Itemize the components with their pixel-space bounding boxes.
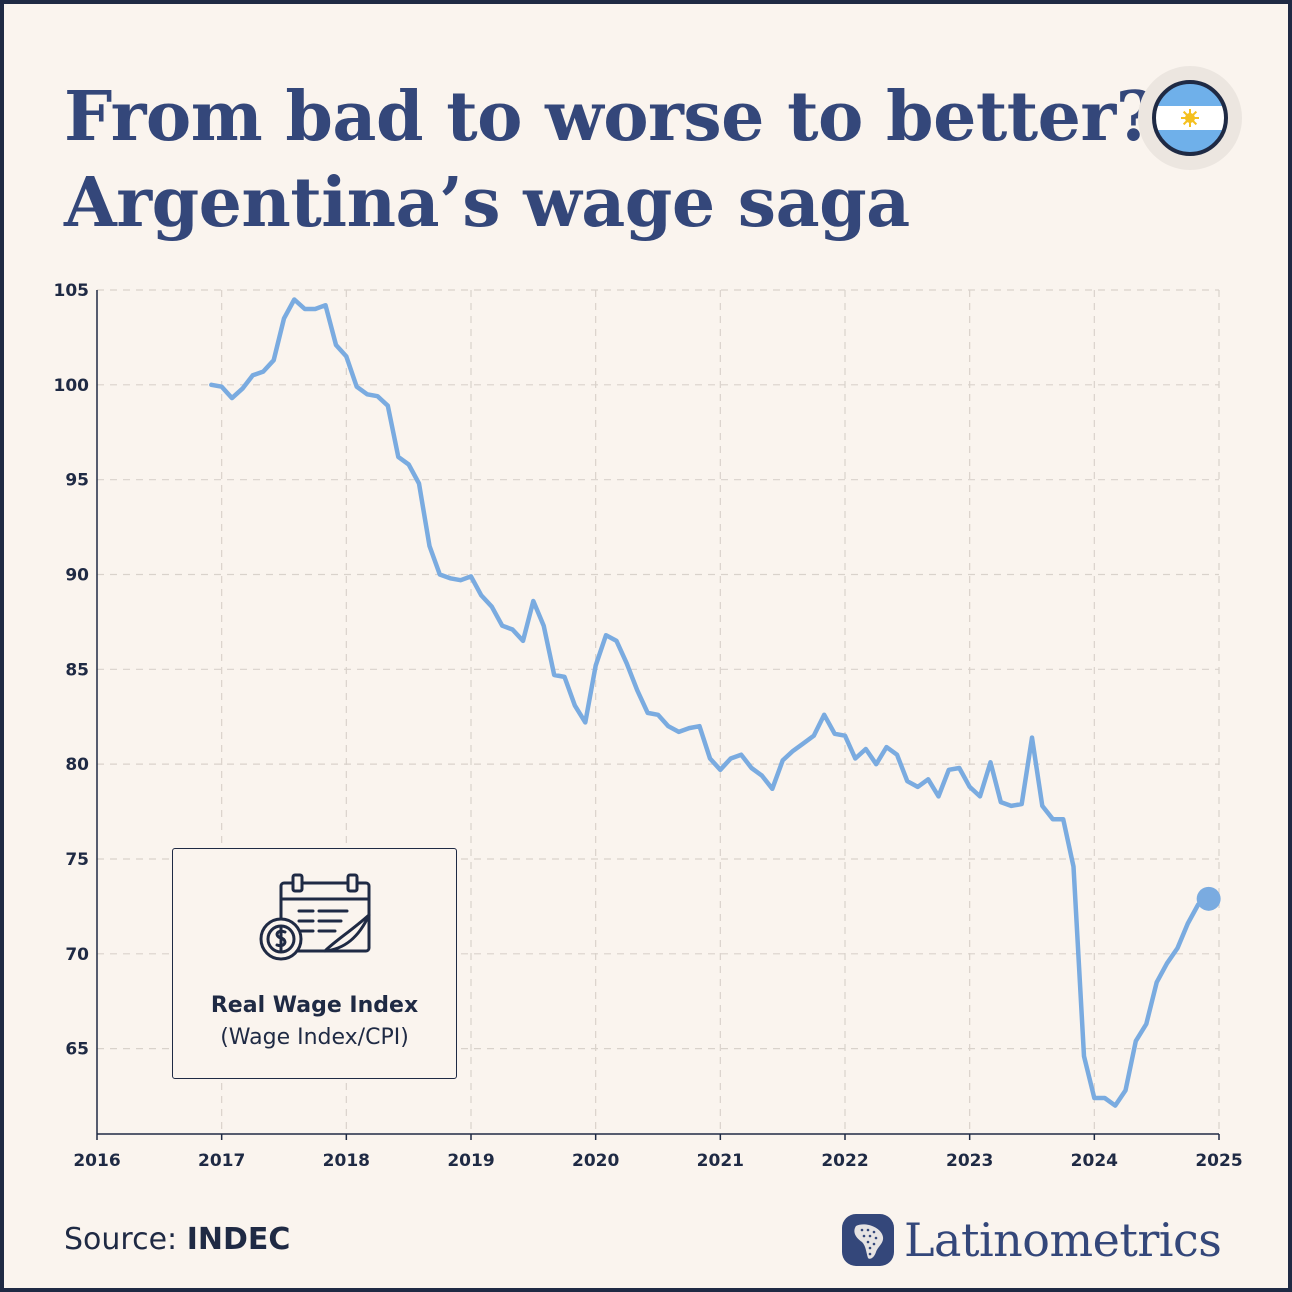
page-title: From bad to worse to better? Argentina’s…: [64, 74, 1156, 246]
x-tick-label: 2024: [1071, 1151, 1118, 1171]
legend-title: Real Wage Index: [210, 993, 419, 1018]
x-tick-label: 2021: [697, 1151, 744, 1171]
x-tick-label: 2025: [1195, 1151, 1242, 1171]
legend-box: Real Wage Index (Wage Index/CPI): [172, 848, 457, 1079]
y-tick-label: 65: [65, 1040, 89, 1060]
x-tick-label: 2023: [946, 1151, 993, 1171]
source-label: Source:: [64, 1222, 178, 1257]
y-tick-label: 105: [54, 281, 90, 301]
title-line-2: Argentina’s wage saga: [64, 163, 910, 243]
latam-map-icon: [842, 1214, 894, 1266]
y-tick-label: 95: [65, 471, 89, 491]
series-line: [209, 297, 1211, 1108]
x-tick-label: 2017: [198, 1151, 245, 1171]
line-chart: 65 70 75 80 85 90 95 100 105 2016 2017 2018 2019 2020…: [54, 281, 1243, 1171]
y-tick-label: 90: [65, 565, 89, 585]
argentina-flag-icon: [1138, 66, 1242, 170]
brand-name: Latinometrics: [904, 1213, 1222, 1267]
x-tick-label: 2019: [447, 1151, 494, 1171]
brand-logo: Latinometrics: [842, 1210, 1222, 1270]
calendar-money-icon: [255, 871, 375, 976]
source-name: INDEC: [186, 1222, 291, 1257]
y-tick-label: 100: [54, 376, 90, 396]
x-tick-label: 2016: [73, 1151, 120, 1171]
x-tick-label: 2018: [323, 1151, 370, 1171]
y-tick-label: 85: [65, 660, 89, 680]
infographic-card: From bad to worse to better? Argentina’s…: [4, 4, 1288, 1288]
legend-subtitle: (Wage Index/CPI): [220, 1025, 409, 1050]
title-line-1: From bad to worse to better?: [64, 77, 1156, 157]
x-tick-label: 2020: [572, 1151, 619, 1171]
x-tick-label: 2022: [821, 1151, 868, 1171]
y-tick-label: 80: [65, 755, 89, 775]
source-note: Source: INDEC: [64, 1222, 290, 1257]
y-tick-label: 75: [65, 850, 89, 870]
y-tick-label: 70: [65, 945, 89, 965]
series-end-point: [1196, 886, 1221, 911]
